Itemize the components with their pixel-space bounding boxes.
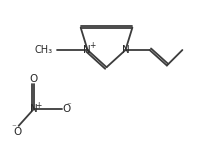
- Text: N: N: [30, 104, 38, 114]
- Text: +: +: [35, 101, 41, 110]
- Text: O: O: [62, 104, 70, 114]
- Text: ⁻: ⁻: [11, 123, 16, 132]
- Text: CH₃: CH₃: [34, 45, 52, 55]
- Text: N: N: [122, 45, 130, 55]
- Text: N: N: [82, 45, 90, 55]
- Text: O: O: [30, 74, 38, 84]
- Text: ⁻: ⁻: [66, 102, 70, 111]
- Text: +: +: [89, 41, 95, 50]
- Text: O: O: [14, 127, 22, 137]
